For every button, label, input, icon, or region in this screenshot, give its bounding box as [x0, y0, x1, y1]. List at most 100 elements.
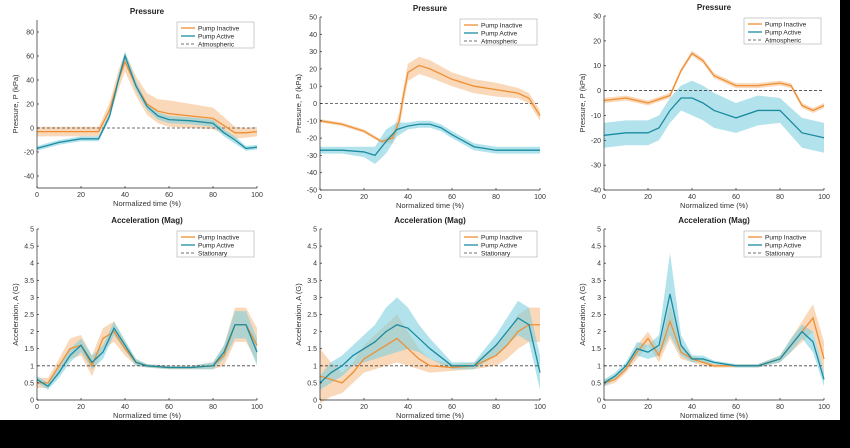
y-tick-label: 2 [597, 329, 601, 336]
y-tick-label: 40 [309, 32, 317, 39]
chart-title: Acceleration (Mag) [111, 216, 183, 225]
y-tick-label: 10 [309, 84, 317, 91]
x-tick-label: 100 [251, 404, 263, 411]
chart-title: Acceleration (Mag) [678, 216, 750, 225]
right-black-strip [840, 0, 850, 420]
legend-box [743, 17, 822, 45]
y-tick-label: 60 [26, 54, 34, 61]
legend-box [459, 18, 538, 46]
x-tick-label: 0 [602, 404, 606, 411]
y-tick-label: -20 [591, 138, 601, 145]
x-tick-label: 100 [534, 404, 546, 411]
y-tick-label: 0 [313, 101, 317, 108]
y-tick-label: 30 [309, 49, 317, 56]
series-band-pump-inactive [604, 50, 824, 113]
chart-panel-2: 0 20 40 60 80 100 -50 -40 -30 -20 -10 0 10 20 30 40 50 Pr… [294, 4, 546, 210]
series-band-pump-active [604, 252, 824, 387]
chart-title: Acceleration (Mag) [394, 216, 466, 225]
x-tick-label: 100 [818, 194, 830, 201]
legend-label-pump-inactive: Pump Inactive [198, 25, 240, 32]
y-axis-label: Pressure, P (kPa) [294, 73, 303, 133]
y-tick-label: 50 [309, 15, 317, 22]
y-tick-label: 1.5 [591, 346, 601, 353]
y-tick-label: 20 [309, 66, 317, 73]
y-tick-label: 3.5 [591, 278, 601, 285]
y-axis-label: Pressure, P (kPa) [11, 74, 20, 134]
y-tick-label: 40 [26, 78, 34, 85]
y-tick-label: 1 [597, 363, 601, 370]
chart-panel-5: 0 20 40 60 80 100 0 0.5 1 1.5 2 2.5 3 3.5 4 4.5 5 Acceler… [294, 216, 546, 420]
series-line-pump-inactive [37, 60, 258, 134]
y-tick-label: -20 [307, 136, 317, 143]
series-band-pump-inactive [320, 56, 540, 144]
legend-box [176, 230, 255, 258]
legend-box [176, 21, 255, 49]
y-tick-label: 0.5 [307, 380, 317, 387]
y-tick-label: -30 [591, 163, 601, 170]
y-axis-label: Pressure, P (kPa) [578, 73, 587, 133]
y-tick-label: -40 [591, 188, 601, 195]
y-tick-label: -10 [591, 113, 601, 120]
x-tick-label: 0 [35, 192, 39, 199]
x-tick-label: 60 [732, 194, 740, 201]
x-tick-label: 0 [318, 404, 322, 411]
chart-title: Pressure [130, 7, 165, 16]
series-line-pump-inactive [319, 324, 540, 384]
series-line-pump-active [603, 293, 825, 384]
x-tick-label: 60 [732, 404, 740, 411]
x-tick-label: 80 [776, 194, 784, 201]
series-line-pump-inactive [37, 324, 258, 384]
x-tick-label: 20 [360, 404, 368, 411]
series-line-pump-active [603, 97, 825, 139]
legend-label-pump-active: Pump Active [481, 30, 518, 37]
y-tick-label: 2.5 [24, 312, 34, 319]
legend-box [743, 230, 822, 258]
y-tick-label: 5 [30, 227, 34, 234]
x-tick-label: 0 [318, 194, 322, 201]
y-tick-label: 0 [597, 398, 601, 405]
x-tick-label: 20 [77, 404, 85, 411]
x-tick-label: 80 [776, 404, 784, 411]
series-line-pump-active [320, 123, 540, 157]
x-axis-label: Normalized time (%) [113, 199, 181, 208]
x-tick-label: 80 [492, 194, 500, 201]
y-tick-label: 3.5 [307, 278, 317, 285]
y-tick-label: 0 [30, 398, 34, 405]
x-tick-label: 80 [209, 192, 217, 199]
y-tick-label: 3.5 [24, 278, 34, 285]
chart-panel-1: 0 20 40 60 80 100 -40 -20 0 20 40 60 80 Pressure Norma… [11, 7, 263, 208]
series-band-pump-active [37, 311, 257, 390]
x-tick-label: 20 [77, 192, 85, 199]
y-tick-label: 2.5 [591, 312, 601, 319]
x-tick-label: 60 [448, 194, 456, 201]
x-tick-label: 80 [209, 404, 217, 411]
y-tick-label: -20 [24, 150, 34, 157]
legend-label-reference: Stationary [481, 250, 511, 257]
x-tick-label: 0 [602, 194, 606, 201]
series-band-pump-active [37, 51, 257, 151]
chart-panel-6: 0 20 40 60 80 100 0 0.5 1 1.5 2 2.5 3 3.5 4 4.5 5 Acceler… [578, 216, 830, 420]
x-axis-label: Normalized time (%) [113, 411, 181, 420]
y-tick-label: -40 [24, 174, 34, 181]
chart-title: Pressure [697, 3, 732, 12]
y-tick-label: 0.5 [24, 380, 34, 387]
x-tick-label: 40 [404, 194, 412, 201]
x-tick-label: 60 [165, 404, 173, 411]
x-tick-label: 20 [644, 194, 652, 201]
legend-label-reference: Atmospheric [765, 37, 802, 44]
y-tick-label: 3 [313, 295, 317, 302]
legend-label-reference: Atmospheric [481, 38, 518, 45]
y-axis-label: Acceleration, A (G) [11, 283, 20, 346]
series-line-pump-active [36, 324, 258, 388]
series-line-pump-active [36, 53, 258, 150]
y-tick-label: 0.5 [591, 380, 601, 387]
y-tick-label: 80 [26, 30, 34, 37]
x-tick-label: 40 [404, 404, 412, 411]
series-line-pump-inactive [319, 64, 541, 143]
x-tick-label: 60 [165, 192, 173, 199]
series-line-pump-inactive [603, 52, 825, 112]
legend-label-pump-active: Pump Active [481, 242, 518, 249]
legend-label-reference: Atmospheric [198, 41, 235, 48]
x-tick-label: 40 [121, 404, 129, 411]
